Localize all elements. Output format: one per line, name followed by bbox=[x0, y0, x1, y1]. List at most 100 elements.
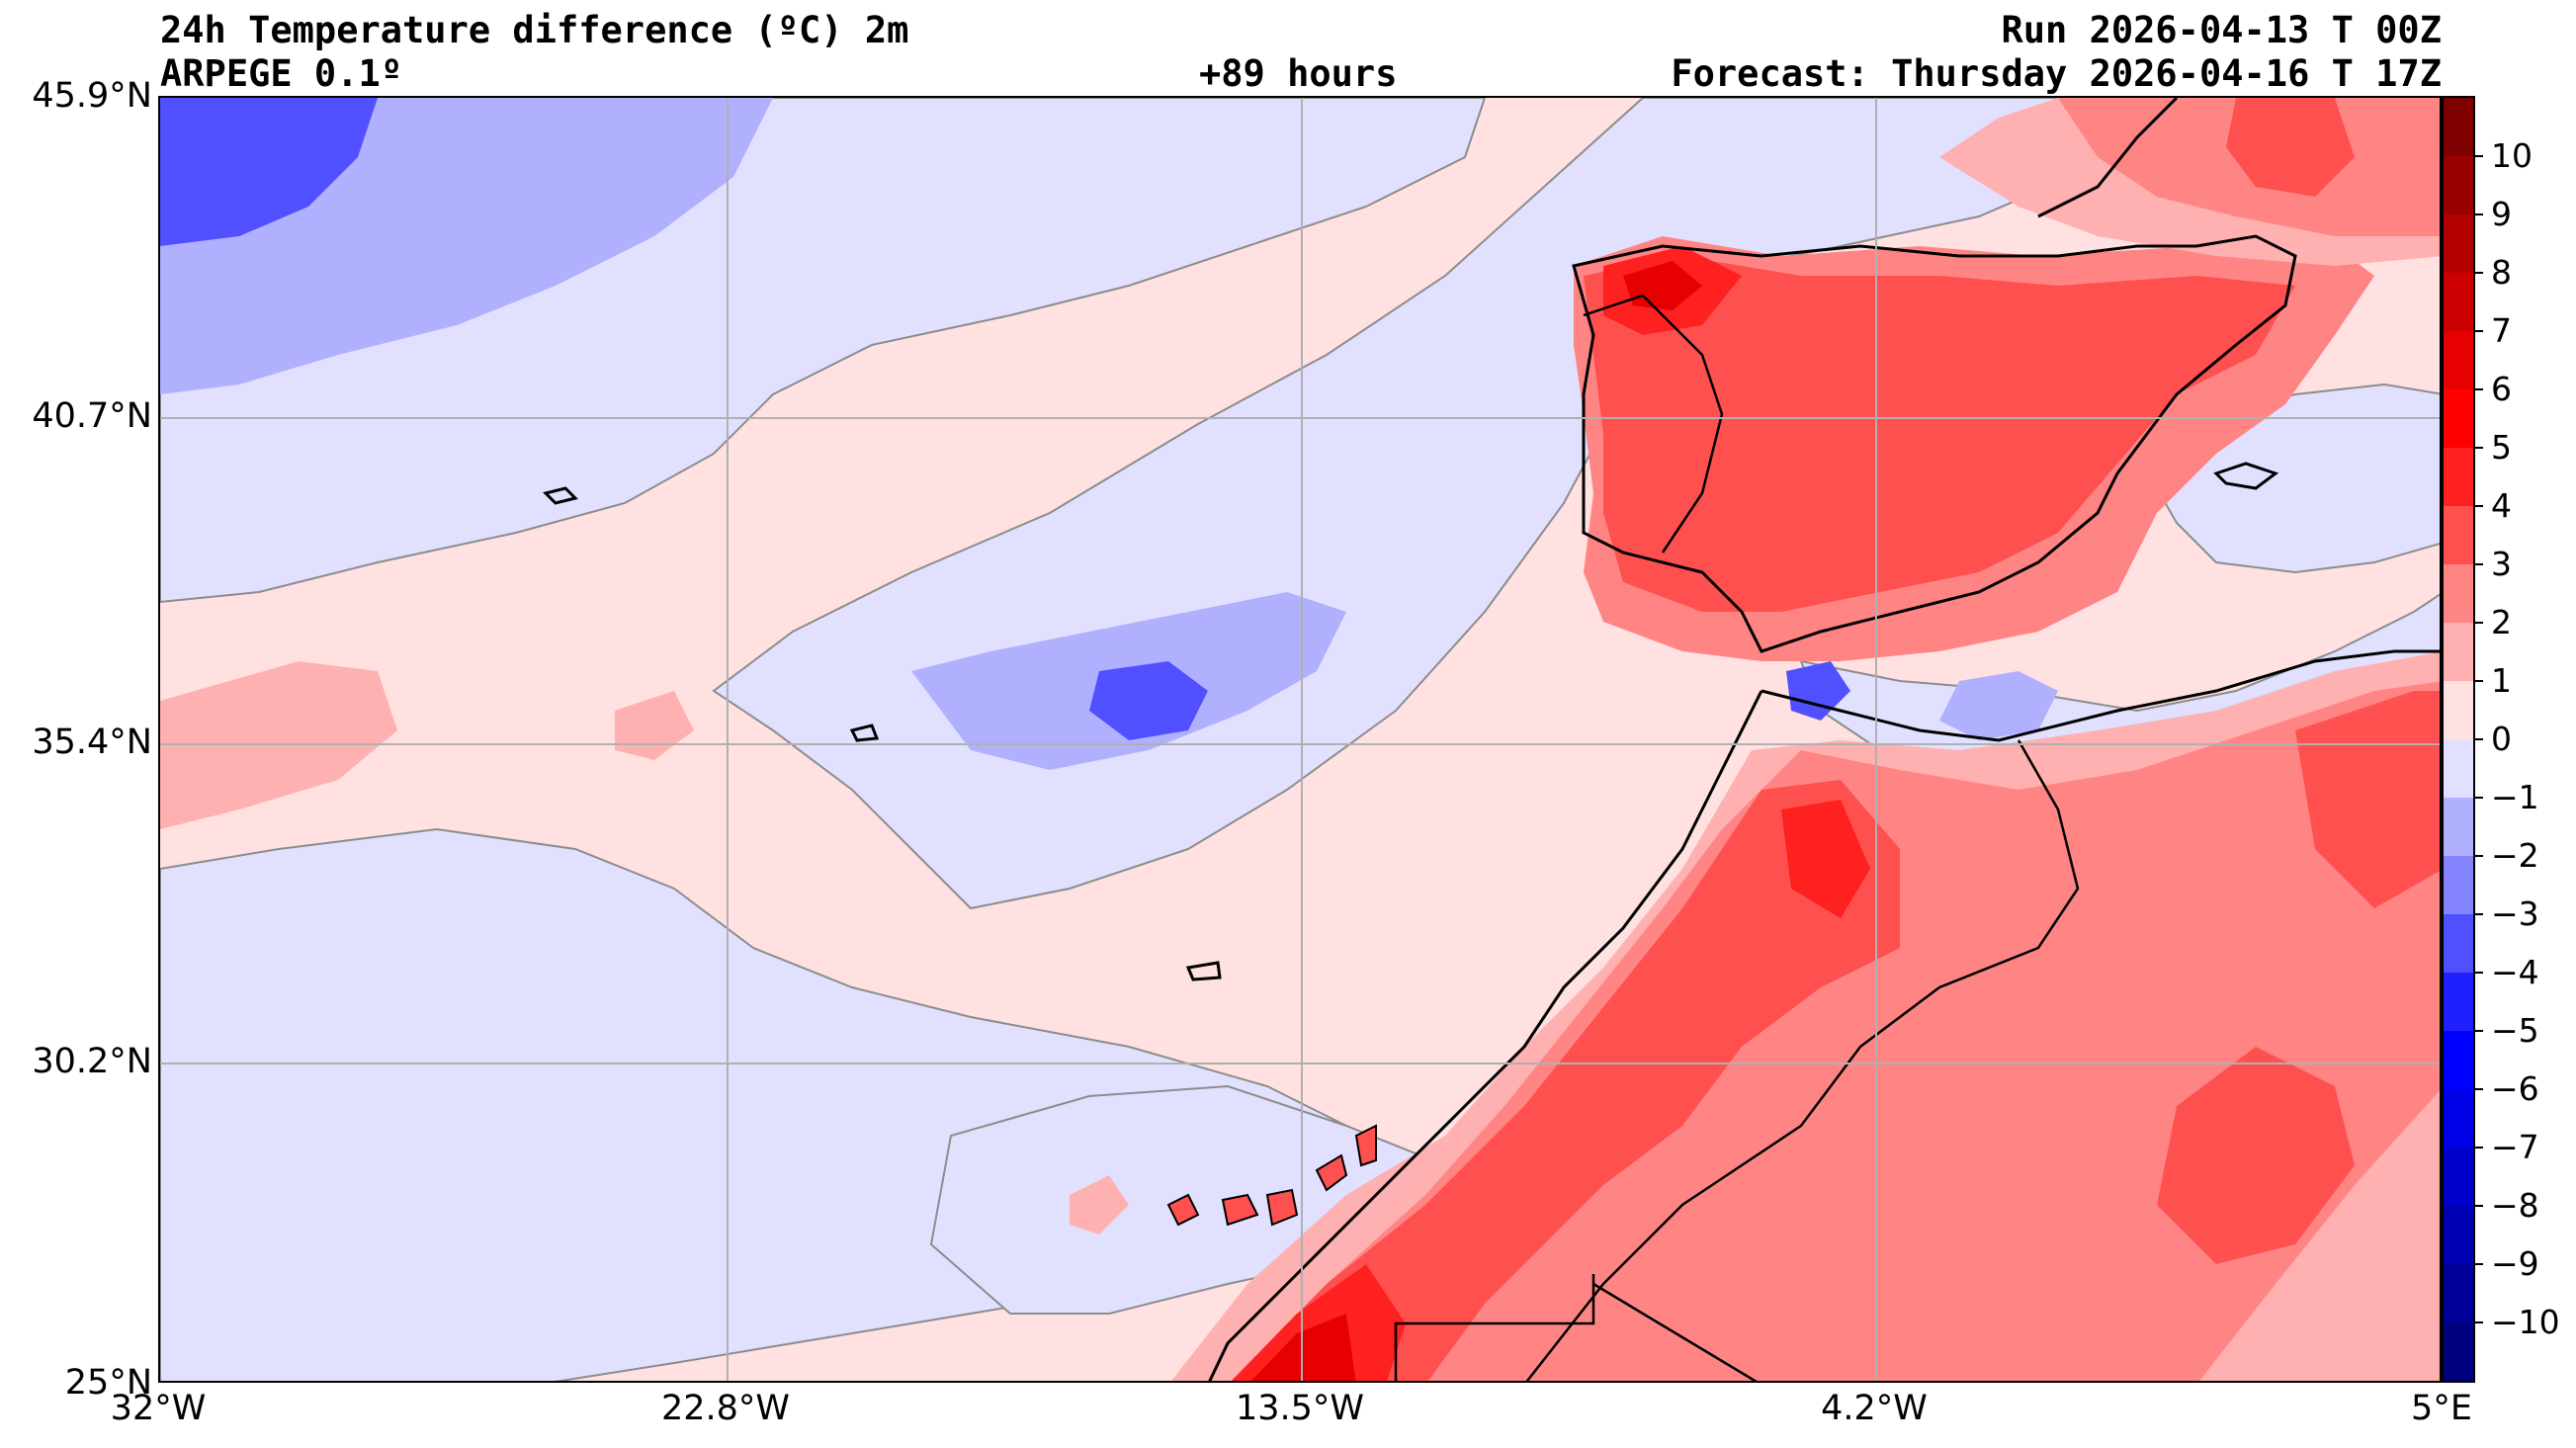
colorbar-tick bbox=[2475, 272, 2483, 274]
colorbar-tick-label: 8 bbox=[2491, 253, 2512, 292]
colorbar-segment bbox=[2444, 798, 2473, 857]
sahara-warm bbox=[2157, 1047, 2355, 1264]
colorbar-tick-label: −2 bbox=[2491, 836, 2539, 875]
morocco-algeria-border bbox=[1525, 739, 2080, 1381]
model-label: ARPEGE 0.1º bbox=[160, 52, 403, 95]
run-label: Run 2026-04-13 T 00Z bbox=[2001, 9, 2442, 51]
canary-islands bbox=[1166, 1124, 1377, 1227]
colorbar-tick-label: 4 bbox=[2491, 486, 2512, 525]
colorbar-tick bbox=[2475, 388, 2483, 390]
colorbar-segment bbox=[2444, 564, 2473, 624]
colorbar-tick bbox=[2475, 447, 2483, 449]
colorbar-tick bbox=[2475, 738, 2483, 740]
colorbar-segment bbox=[2444, 273, 2473, 332]
colorbar-segment bbox=[2444, 506, 2473, 565]
colorbar-tick bbox=[2475, 1321, 2483, 1323]
colorbar-segment bbox=[2444, 448, 2473, 507]
africa-coast bbox=[1208, 649, 2440, 1381]
island-5 bbox=[1354, 1124, 1377, 1167]
colorbar-tick bbox=[2475, 1088, 2483, 1090]
cool-pocket-strait bbox=[1939, 671, 2058, 740]
iberia-warm-3 bbox=[1584, 256, 2295, 612]
lat-label-35-4: 35.4°N bbox=[32, 723, 152, 762]
colorbar-tick bbox=[2475, 680, 2483, 682]
iberia-warm-5 bbox=[1623, 261, 1702, 310]
lead-time-label: +89 hours bbox=[1199, 52, 1398, 95]
cold-core-northwest bbox=[160, 98, 378, 246]
colorbar-tick-label: 1 bbox=[2491, 661, 2512, 700]
colorbar-tick-label: 5 bbox=[2491, 428, 2512, 467]
lat-label-45-9: 45.9°N bbox=[32, 76, 152, 116]
lat-label-40-7: 40.7°N bbox=[32, 396, 152, 436]
colorbar-segment bbox=[2444, 156, 2473, 215]
colorbar-tick bbox=[2475, 913, 2483, 915]
colorbar-tick bbox=[2475, 330, 2483, 332]
western-sahara-border bbox=[1394, 1274, 1595, 1381]
strong-negative-layer bbox=[160, 98, 1850, 740]
france-warm-3 bbox=[2226, 98, 2355, 197]
africa-warm-5 bbox=[1250, 1314, 1356, 1381]
colorbar-segment bbox=[2444, 914, 2473, 974]
lat-label-30-2: 30.2°N bbox=[32, 1042, 152, 1081]
colorbar-segment bbox=[2444, 1322, 2473, 1381]
colorbar-tick bbox=[2475, 505, 2483, 507]
colorbar-segment bbox=[2444, 1148, 2473, 1207]
colorbar-tick-label: −10 bbox=[2491, 1303, 2560, 1341]
island-2 bbox=[1221, 1193, 1259, 1227]
mauritania-border bbox=[1592, 1282, 1758, 1381]
colorbar-tick-label: 0 bbox=[2491, 720, 2512, 758]
colorbar-tick bbox=[2475, 797, 2483, 799]
map-svg bbox=[160, 98, 2440, 1381]
africa-warm-3 bbox=[1231, 780, 1900, 1381]
colorbar-tick-label: −4 bbox=[2491, 953, 2539, 991]
colorbar-tick-label: −8 bbox=[2491, 1186, 2539, 1225]
lon-label-13-5w: 13.5°W bbox=[1235, 1389, 1365, 1428]
africa-warm-4 bbox=[1231, 1264, 1406, 1381]
colorbar-tick-label: 10 bbox=[2491, 136, 2533, 175]
island-4 bbox=[1315, 1153, 1348, 1192]
colorbar-tick-label: −7 bbox=[2491, 1128, 2539, 1166]
map-title: 24h Temperature difference (ºC) 2m bbox=[160, 9, 909, 51]
colorbar-tick-label: −6 bbox=[2491, 1069, 2539, 1108]
colorbar-segment bbox=[2444, 623, 2473, 682]
colorbar-tick bbox=[2475, 155, 2483, 157]
positive-anomaly-france bbox=[1939, 98, 2440, 266]
colorbar-tick bbox=[2475, 622, 2483, 624]
atlantic-isle-3 bbox=[1185, 961, 1222, 981]
iberia-coast bbox=[1572, 234, 2297, 653]
colorbar-tick bbox=[2475, 1205, 2483, 1207]
colorbar-tick bbox=[2475, 1030, 2483, 1032]
colorbar-tick bbox=[2475, 213, 2483, 215]
lon-label-5e: 5°E bbox=[2411, 1389, 2472, 1428]
positive-anomaly-iberia bbox=[1574, 236, 2374, 661]
island-1 bbox=[1166, 1193, 1200, 1227]
atlantic-isle-1 bbox=[543, 486, 578, 505]
colorbar-tick-label: −1 bbox=[2491, 778, 2539, 816]
colorbar-tick bbox=[2475, 1147, 2483, 1149]
colorbar-tick-label: 9 bbox=[2491, 195, 2512, 233]
colorbar-tick-label: 3 bbox=[2491, 545, 2512, 583]
colorbar-segment bbox=[2444, 973, 2473, 1032]
colorbar-tick bbox=[2475, 855, 2483, 857]
warm-pocket-mid bbox=[615, 691, 694, 760]
colorbar-tick-label: −5 bbox=[2491, 1011, 2539, 1050]
colorbar-segment bbox=[2444, 98, 2473, 157]
cold-core-central bbox=[1089, 661, 1208, 740]
lon-label-32w: 32°W bbox=[110, 1389, 207, 1428]
colorbar-segment bbox=[2444, 739, 2473, 799]
colorbar-tick-label: 6 bbox=[2491, 370, 2512, 408]
colorbar-segment bbox=[2444, 681, 2473, 740]
temperature-difference-map bbox=[158, 96, 2442, 1383]
colorbar-tick bbox=[2475, 1263, 2483, 1265]
france-coast bbox=[2037, 98, 2179, 218]
colorbar-segment bbox=[2444, 1264, 2473, 1323]
colorbar-tick-label: 7 bbox=[2491, 311, 2512, 350]
colorbar-tick-label: −3 bbox=[2491, 894, 2539, 933]
atlas-warm bbox=[1781, 800, 1870, 918]
colorbar-tick bbox=[2475, 563, 2483, 565]
colorbar-segment bbox=[2444, 1031, 2473, 1090]
coastlines bbox=[543, 98, 2440, 1381]
colorbar-segment bbox=[2444, 856, 2473, 915]
forecast-time-label: Forecast: Thursday 2026-04-16 T 17Z bbox=[1671, 52, 2442, 95]
colorbar-tick-label: −9 bbox=[2491, 1244, 2539, 1283]
